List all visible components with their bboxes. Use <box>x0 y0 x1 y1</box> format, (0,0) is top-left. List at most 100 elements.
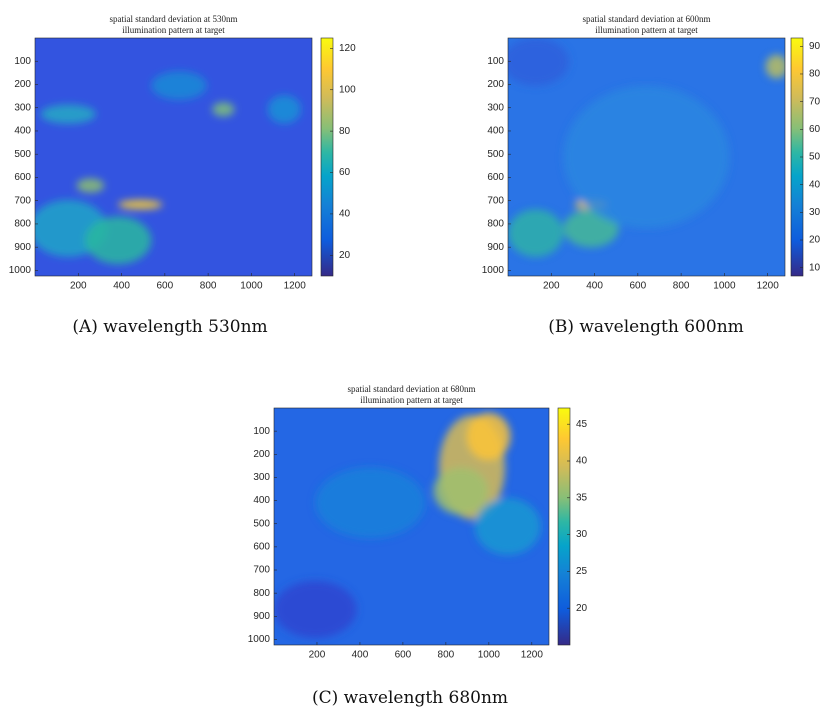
y-tick-label: 100 <box>487 56 504 67</box>
x-tick-label: 1000 <box>478 650 501 661</box>
heatmap-blob <box>84 216 152 265</box>
x-tick-label: 200 <box>543 281 560 292</box>
y-tick-label: 800 <box>487 219 504 230</box>
heatmap-image <box>508 38 785 276</box>
y-tick-label: 300 <box>14 102 31 113</box>
x-tick-label: 400 <box>586 281 603 292</box>
colorbar-tick-label: 25 <box>576 566 588 577</box>
x-tick-label: 1000 <box>713 281 736 292</box>
y-tick-label: 300 <box>487 102 504 113</box>
y-tick-label: 500 <box>487 149 504 160</box>
x-tick-label: 400 <box>113 281 130 292</box>
colorbar-tick-label: 70 <box>809 96 821 107</box>
heatmap-blob <box>765 54 785 79</box>
colorbar-tick-label: 20 <box>339 250 351 261</box>
x-tick-label: 600 <box>630 281 647 292</box>
y-tick-label: 900 <box>14 242 31 253</box>
y-tick-label: 700 <box>487 195 504 206</box>
chart-subtitle: illumination pattern at target <box>122 25 225 35</box>
y-tick-label: 1000 <box>248 634 271 645</box>
heatmap-blob <box>267 95 301 124</box>
panel: spatial standard deviation at 530nmillum… <box>9 14 356 337</box>
colorbar-tick-label: 40 <box>809 179 821 190</box>
colorbar-tick-label: 80 <box>339 126 351 137</box>
x-tick-label: 200 <box>70 281 87 292</box>
heatmap-blob <box>563 209 619 248</box>
axes-frame <box>34 37 313 277</box>
x-tick-label: 200 <box>309 650 326 661</box>
y-tick-label: 100 <box>253 426 270 437</box>
caption: (A) wavelength 530nm <box>72 317 267 337</box>
colorbar-tick-label: 45 <box>576 419 588 430</box>
colorbar-tick-label: 80 <box>809 69 821 80</box>
colorbar <box>320 37 334 277</box>
colorbar-tick-label: 120 <box>339 43 356 54</box>
chart-title: spatial standard deviation at 600nm <box>583 14 711 24</box>
x-tick-label: 1200 <box>521 650 544 661</box>
y-tick-label: 800 <box>253 588 270 599</box>
chart-subtitle: illumination pattern at target <box>360 395 463 405</box>
heatmap-blob <box>212 102 235 117</box>
y-tick-label: 400 <box>487 126 504 137</box>
y-tick-label: 100 <box>14 56 31 67</box>
y-tick-label: 500 <box>253 518 270 529</box>
heatmap-blob <box>118 199 163 210</box>
heatmap-blob <box>274 581 357 638</box>
y-tick-label: 600 <box>487 172 504 183</box>
y-tick-label: 400 <box>14 126 31 137</box>
colorbar-tick-label: 40 <box>576 456 588 467</box>
heatmap-texture <box>35 71 301 265</box>
x-tick-label: 800 <box>673 281 690 292</box>
heatmap-texture <box>508 38 785 257</box>
x-tick-label: 1200 <box>284 281 307 292</box>
x-tick-label: 800 <box>438 650 455 661</box>
colorbar-tick-label: 20 <box>809 235 821 246</box>
colorbar-tick-label: 60 <box>339 167 351 178</box>
x-tick-label: 600 <box>395 650 412 661</box>
axes-frame <box>507 37 786 277</box>
heatmap-blob <box>508 38 569 86</box>
y-tick-label: 200 <box>14 79 31 90</box>
heatmap-blob <box>563 85 730 229</box>
panel: spatial standard deviation at 680nmillum… <box>248 384 588 708</box>
chart-title: spatial standard deviation at 680nm <box>348 384 476 394</box>
colorbar-tick-label: 10 <box>809 262 821 273</box>
y-tick-label: 800 <box>14 219 31 230</box>
y-tick-label: 500 <box>14 149 31 160</box>
y-tick-label: 900 <box>253 611 270 622</box>
y-tick-label: 600 <box>14 172 31 183</box>
colorbar-tick-label: 90 <box>809 41 821 52</box>
heatmap-blob <box>76 178 105 193</box>
y-tick-label: 300 <box>253 472 270 483</box>
x-tick-label: 600 <box>157 281 174 292</box>
colorbar-tick-label: 100 <box>339 84 356 95</box>
heatmap-blob <box>151 71 207 100</box>
y-tick-label: 600 <box>253 542 270 553</box>
chart-subtitle: illumination pattern at target <box>595 25 698 35</box>
heatmap-blob <box>433 467 489 515</box>
x-tick-label: 1000 <box>240 281 263 292</box>
heatmap-blob <box>474 498 541 555</box>
y-tick-label: 1000 <box>482 265 505 276</box>
caption: (B) wavelength 600nm <box>548 317 744 337</box>
axes-frame <box>273 407 550 646</box>
chart-title: spatial standard deviation at 530nm <box>110 14 238 24</box>
y-tick-label: 1000 <box>9 265 32 276</box>
colorbar-tick-label: 30 <box>576 529 588 540</box>
heatmap-image <box>274 408 549 645</box>
colorbar-tick-label: 40 <box>339 209 351 220</box>
heatmap-image <box>35 38 312 276</box>
panel: spatial standard deviation at 600nmillum… <box>482 14 821 337</box>
y-tick-label: 200 <box>253 449 270 460</box>
caption: (C) wavelength 680nm <box>312 688 508 708</box>
colorbar-tick-label: 20 <box>576 603 588 614</box>
heatmap-texture <box>274 412 541 638</box>
x-tick-label: 400 <box>352 650 369 661</box>
y-tick-label: 900 <box>487 242 504 253</box>
y-tick-label: 700 <box>14 195 31 206</box>
heatmap-blob <box>508 209 564 257</box>
y-tick-label: 200 <box>487 79 504 90</box>
y-tick-label: 400 <box>253 495 270 506</box>
